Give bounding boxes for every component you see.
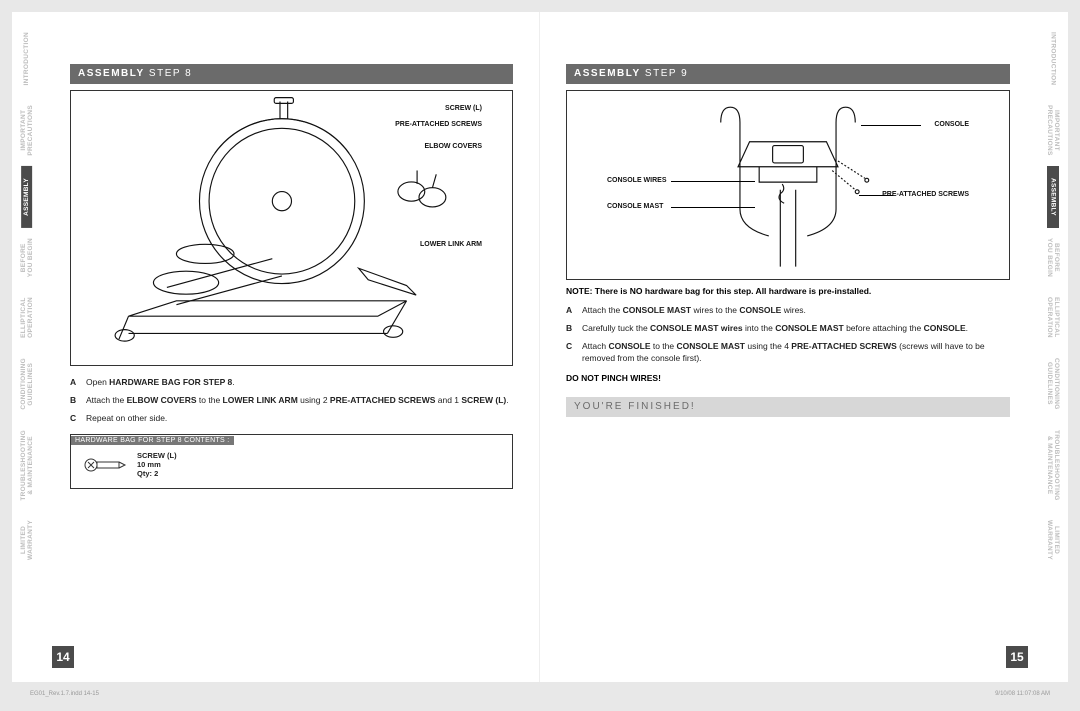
- step9-header: ASSEMBLY STEP 9: [566, 64, 1010, 84]
- page-spread: INTRODUCTION IMPORTANTPRECAUTIONS ASSEMB…: [12, 12, 1068, 682]
- print-footer: EG01_Rev.1.7.indd 14-15 9/10/08 11:07:08…: [30, 691, 1050, 697]
- tab-precautions-r: IMPORTANTPRECAUTIONS: [1046, 95, 1060, 166]
- tab-troubleshooting: TROUBLESHOOTING& MAINTENANCE: [20, 420, 34, 511]
- step8-b: Attach the ELBOW COVERS to the LOWER LIN…: [86, 394, 513, 407]
- header-assembly: ASSEMBLY: [78, 68, 145, 79]
- step9-c: Attach CONSOLE to the CONSOLE MAST using…: [582, 340, 1010, 366]
- step8-instructions: AOpen HARDWARE BAG FOR STEP 8. BAttach t…: [70, 376, 513, 424]
- step9-b: Carefully tuck the CONSOLE MAST wires in…: [582, 322, 1010, 335]
- tab-introduction-r: INTRODUCTION: [1049, 22, 1056, 95]
- step8-header: ASSEMBLY STEP 8: [70, 64, 513, 84]
- footer-slug: EG01_Rev.1.7.indd 14-15: [30, 691, 99, 697]
- hardware-bag-box: HARDWARE BAG FOR STEP 8 CONTENTS : SCREW…: [70, 434, 513, 489]
- label-console-mast: CONSOLE MAST: [607, 203, 663, 210]
- finished-header: YOU'RE FINISHED!: [566, 397, 1010, 417]
- label-console: CONSOLE: [934, 121, 969, 128]
- tab-introduction: INTRODUCTION: [23, 22, 30, 95]
- tab-before: BEFOREYOU BEGIN: [20, 228, 34, 287]
- screw-icon: [83, 454, 127, 476]
- step9-a: Attach the CONSOLE MAST wires to the CON…: [582, 304, 1010, 317]
- page-14: INTRODUCTION IMPORTANTPRECAUTIONS ASSEMB…: [12, 12, 540, 682]
- step8-a: Open HARDWARE BAG FOR STEP 8.: [86, 376, 513, 389]
- header-assembly-9: ASSEMBLY: [574, 68, 641, 79]
- label-console-wires: CONSOLE WIRES: [607, 177, 667, 184]
- hwbag-item: SCREW (L) 10 mm Qty: 2: [137, 451, 177, 478]
- label-preattached: PRE-ATTACHED SCREWS: [395, 121, 482, 128]
- step8-diagram: SCREW (L) PRE-ATTACHED SCREWS ELBOW COVE…: [70, 90, 513, 366]
- step9-note: NOTE: There is NO hardware bag for this …: [566, 286, 1010, 296]
- header-step9: STEP 9: [641, 68, 689, 79]
- section-tabs-right: INTRODUCTION IMPORTANTPRECAUTIONS ASSEMB…: [1042, 22, 1064, 662]
- tab-elliptical: ELLIPTICALOPERATION: [20, 287, 34, 348]
- label-screw-l: SCREW (L): [445, 105, 482, 112]
- tab-warranty: LIMITEDWARRANTY: [20, 510, 34, 570]
- step9-diagram: CONSOLE PRE-ATTACHED SCREWS CONSOLE WIRE…: [566, 90, 1010, 280]
- tab-troubleshooting-r: TROUBLESHOOTING& MAINTENANCE: [1046, 420, 1060, 511]
- page-number-14: 14: [52, 646, 74, 668]
- section-tabs-left: INTRODUCTION IMPORTANTPRECAUTIONS ASSEMB…: [16, 22, 38, 662]
- label-lowerlink: LOWER LINK ARM: [420, 241, 482, 248]
- tab-conditioning: CONDITIONINGGUIDELINES: [20, 348, 34, 420]
- tab-precautions: IMPORTANTPRECAUTIONS: [20, 95, 34, 166]
- footer-timestamp: 9/10/08 11:07:08 AM: [995, 691, 1050, 697]
- label-elbow: ELBOW COVERS: [424, 143, 482, 150]
- elliptical-line-art: [71, 91, 512, 365]
- tab-warranty-r: LIMITEDWARRANTY: [1046, 510, 1060, 570]
- step8-c: Repeat on other side.: [86, 412, 513, 425]
- label-preattached-r: PRE-ATTACHED SCREWS: [882, 191, 969, 198]
- header-step8: STEP 8: [145, 68, 193, 79]
- tab-elliptical-r: ELLIPTICALOPERATION: [1046, 287, 1060, 348]
- tab-assembly-active: ASSEMBLY: [21, 166, 32, 228]
- tab-conditioning-r: CONDITIONINGGUIDELINES: [1046, 348, 1060, 420]
- tab-before-r: BEFOREYOU BEGIN: [1046, 228, 1060, 287]
- page-number-15: 15: [1006, 646, 1028, 668]
- hwbag-header: HARDWARE BAG FOR STEP 8 CONTENTS :: [71, 436, 234, 445]
- tab-assembly-active-r: ASSEMBLY: [1047, 166, 1058, 228]
- step9-warning: DO NOT PINCH WIRES!: [566, 373, 1010, 383]
- step9-instructions: AAttach the CONSOLE MAST wires to the CO…: [566, 304, 1010, 365]
- console-line-art: [567, 91, 1009, 279]
- page-15: INTRODUCTION IMPORTANTPRECAUTIONS ASSEMB…: [540, 12, 1068, 682]
